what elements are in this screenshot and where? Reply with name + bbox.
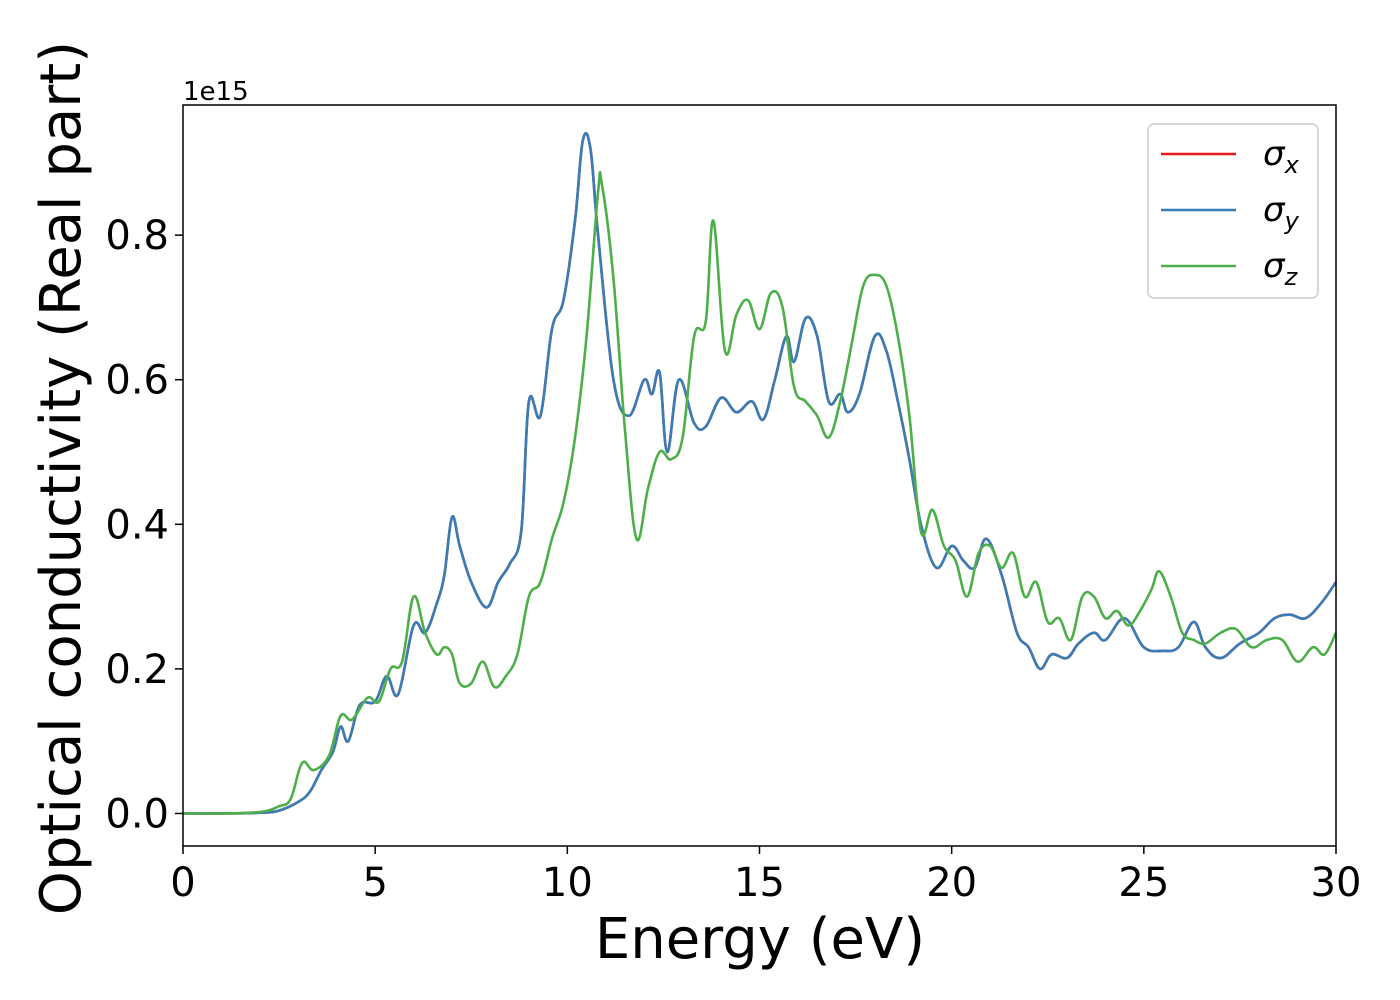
x-tick-label: 5 [362,860,387,906]
legend-label-z: σz [1263,246,1299,291]
x-tick-label: 15 [734,860,785,906]
legend: σx σy σz [1147,123,1319,299]
legend-label-x: σx [1263,134,1300,179]
x-tick-label: 20 [926,860,977,906]
y-tick-label: 0.4 [105,502,169,548]
y-tick-label: 0.8 [105,213,169,259]
x-tick-label: 25 [1118,860,1169,906]
y-tick-label: 0.0 [105,791,169,837]
x-tick-label: 30 [1311,860,1362,906]
x-axis-label: Energy (eV) [595,907,925,972]
axis-ticks: 0 5 10 15 20 25 30 0.0 0.2 0.4 0.6 0.8 [105,213,1361,906]
legend-label-y: σy [1263,190,1300,235]
series-lines [182,131,1338,815]
x-tick-label: 0 [170,860,195,906]
series-line-y [182,131,1338,815]
y-tick-label: 0.2 [105,647,169,693]
y-offset-label: 1e15 [183,77,249,107]
series-line-z [182,170,1338,815]
y-axis-label: Optical conductivity (Real part) [29,41,94,915]
y-tick-label: 0.6 [105,358,169,404]
x-tick-label: 10 [542,860,593,906]
